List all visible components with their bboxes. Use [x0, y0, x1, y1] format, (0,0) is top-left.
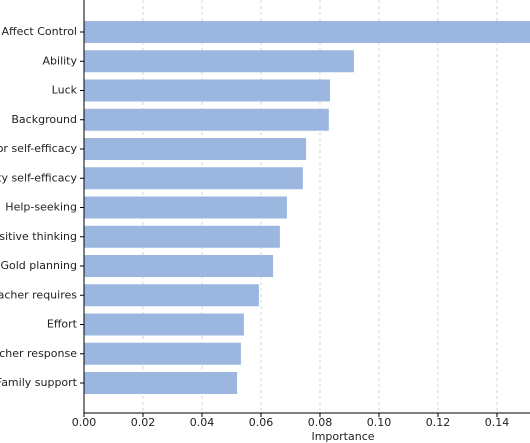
bar — [84, 372, 238, 394]
bar — [84, 138, 307, 160]
x-tick-label: 0.08 — [308, 416, 333, 429]
bar — [84, 21, 530, 43]
y-tick-label: ty self-efficacy — [0, 171, 77, 184]
bar — [84, 196, 287, 219]
y-tick-label: Affect Control — [2, 25, 78, 38]
x-tick-label: 0.10 — [367, 416, 392, 429]
bar — [84, 313, 244, 336]
y-tick-label: Gold planning — [0, 259, 77, 272]
y-tick-label: Ability — [43, 54, 78, 67]
bar — [84, 225, 280, 248]
y-tick-label: sitive thinking — [0, 230, 77, 243]
x-tick-label: 0.02 — [131, 416, 156, 429]
y-tick-label: cher response — [0, 347, 77, 360]
y-tick-label: acher requires — [0, 288, 77, 301]
y-tick-label: Help-seeking — [5, 201, 77, 214]
x-tick-label: 0.00 — [72, 416, 97, 429]
bars — [84, 21, 530, 394]
bar — [84, 167, 303, 190]
bar — [84, 342, 241, 365]
y-tick-label: Background — [11, 113, 77, 126]
bar — [84, 79, 331, 102]
y-tick-label: Family support — [0, 376, 78, 389]
x-tick-label: 0.14 — [485, 416, 510, 429]
y-tick-label: Luck — [52, 84, 78, 97]
y-tick-label: Effort — [47, 318, 78, 331]
y-tick-label: or self-efficacy — [0, 142, 77, 155]
x-tick-label: 0.04 — [190, 416, 215, 429]
bar — [84, 108, 329, 131]
bar — [84, 255, 274, 277]
x-axis-label: Importance — [311, 430, 374, 443]
x-tick-label: 0.06 — [249, 416, 274, 429]
bar — [84, 50, 354, 73]
bar — [84, 284, 259, 307]
x-tick-label: 0.12 — [426, 416, 451, 429]
